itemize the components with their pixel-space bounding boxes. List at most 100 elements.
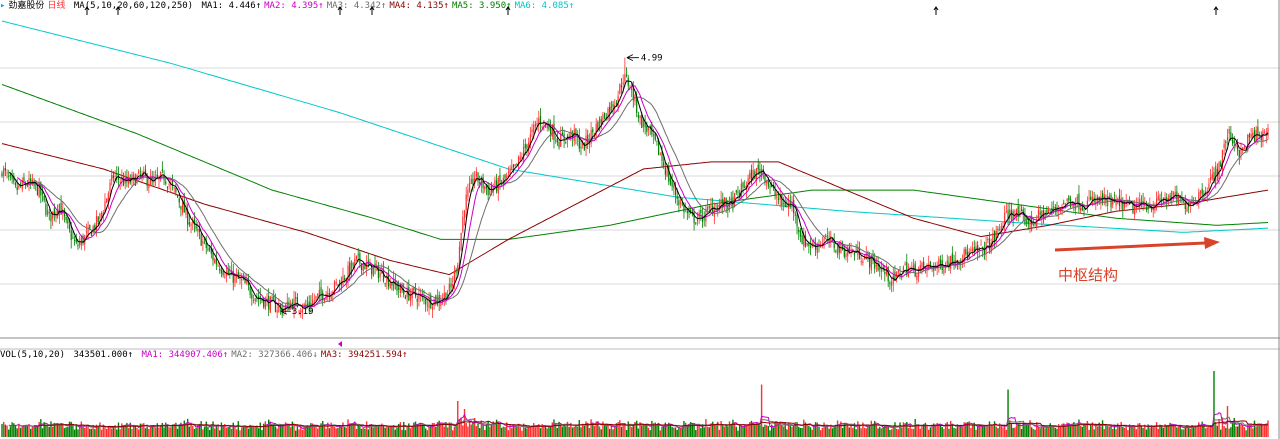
- candle-body: [668, 167, 670, 182]
- volume-bar: [465, 423, 467, 437]
- volume-bar: [1025, 424, 1028, 437]
- candle-body: [761, 169, 763, 178]
- volume-bar: [971, 425, 974, 437]
- candle-body: [1147, 208, 1149, 210]
- volume-bar: [858, 425, 861, 437]
- volume-bar: [1150, 425, 1153, 437]
- volume-bar: [538, 424, 540, 437]
- volume-bar: [860, 428, 862, 437]
- candle-body: [126, 176, 128, 183]
- candle-body: [975, 246, 977, 249]
- volume-bar: [1223, 426, 1225, 437]
- candle-body: [593, 133, 596, 136]
- volume-bar: [1115, 429, 1117, 437]
- volume-bar: [372, 427, 375, 437]
- candle-body: [374, 263, 376, 268]
- volume-bar: [1079, 425, 1082, 437]
- candle-body: [484, 186, 486, 190]
- candle-body: [320, 287, 322, 295]
- volume-bar: [998, 423, 1001, 437]
- volume-bar: [89, 428, 91, 437]
- candle-body: [1184, 202, 1186, 209]
- candle-body: [279, 304, 282, 308]
- volume-bar: [710, 423, 712, 437]
- volume-bar: [1000, 425, 1002, 437]
- volume-bar: [490, 423, 493, 437]
- volume-bar: [825, 426, 827, 437]
- volume-bar: [1213, 371, 1215, 437]
- candle-body: [205, 240, 207, 248]
- volume-bar: [926, 425, 928, 437]
- volume-bar: [608, 428, 611, 437]
- volume-bar: [1218, 418, 1220, 437]
- volume-bar: [796, 422, 798, 437]
- pivot-text: 中枢结构: [1058, 266, 1118, 284]
- volume-bar: [715, 425, 717, 437]
- volume-bar: [522, 423, 525, 437]
- candle-body: [892, 275, 894, 284]
- candle-body: [1115, 201, 1117, 206]
- volume-bar: [527, 427, 530, 437]
- candle-body: [276, 310, 278, 313]
- candle-body: [533, 124, 535, 133]
- candle-body: [278, 306, 280, 313]
- candle-body: [82, 236, 84, 244]
- candle-body: [1039, 211, 1041, 216]
- volume-bar: [107, 427, 110, 437]
- candle-body: [671, 181, 673, 187]
- candle-body: [639, 115, 641, 119]
- volume-bar: [477, 423, 479, 437]
- volume-bar: [943, 428, 945, 437]
- volume-bar: [906, 421, 908, 437]
- volume-bar: [644, 425, 646, 437]
- ma-params: MA(5,10,20,60,120,250): [73, 1, 194, 11]
- volume-bar: [782, 426, 785, 437]
- candle-body: [847, 249, 849, 257]
- ma-item-2: MA2: 4.395↑: [264, 1, 324, 11]
- event-marker-icon: [505, 6, 511, 15]
- candle-body: [173, 187, 175, 189]
- candle-body: [257, 296, 260, 299]
- candle-body: [376, 264, 378, 266]
- volume-bar: [448, 422, 451, 437]
- volume-bar: [789, 425, 791, 437]
- volume-bar: [970, 428, 972, 437]
- volume-bar: [1186, 425, 1188, 437]
- volume-bar: [60, 423, 62, 437]
- candle-body: [1027, 219, 1029, 225]
- candle-body: [404, 296, 407, 299]
- ma-item-1: MA1: 4.446↑: [201, 1, 262, 11]
- volume-bar: [200, 421, 202, 437]
- volume-bar: [300, 425, 302, 437]
- volume-bar: [818, 426, 820, 437]
- candle-body: [880, 268, 883, 272]
- volume-bar: [529, 425, 532, 437]
- candle-body: [585, 135, 587, 149]
- volume-bar: [1044, 428, 1046, 437]
- volume-bar: [592, 423, 594, 437]
- candle-body: [166, 186, 169, 188]
- candle-body: [977, 244, 979, 253]
- volume-bar: [203, 426, 206, 437]
- volume-bar: [337, 427, 339, 437]
- period-label[interactable]: 日线: [47, 1, 66, 11]
- candle-body: [487, 185, 489, 196]
- candle-body: [522, 146, 525, 160]
- volume-bar: [1135, 429, 1138, 437]
- candle-body: [293, 298, 295, 313]
- candle-body: [1230, 132, 1232, 139]
- candle-body: [867, 252, 869, 256]
- candle-body: [95, 215, 98, 231]
- candle-body: [620, 85, 623, 88]
- candle-body: [111, 174, 113, 181]
- volume-bar: [828, 428, 830, 437]
- volume-bar: [1090, 423, 1092, 437]
- candle-body: [337, 284, 339, 286]
- candle-body: [504, 174, 506, 179]
- volume-bar: [904, 423, 906, 437]
- candle-body: [595, 123, 597, 135]
- volume-bar: [347, 419, 349, 437]
- volume-bar: [369, 424, 371, 437]
- volume-bar: [958, 425, 960, 437]
